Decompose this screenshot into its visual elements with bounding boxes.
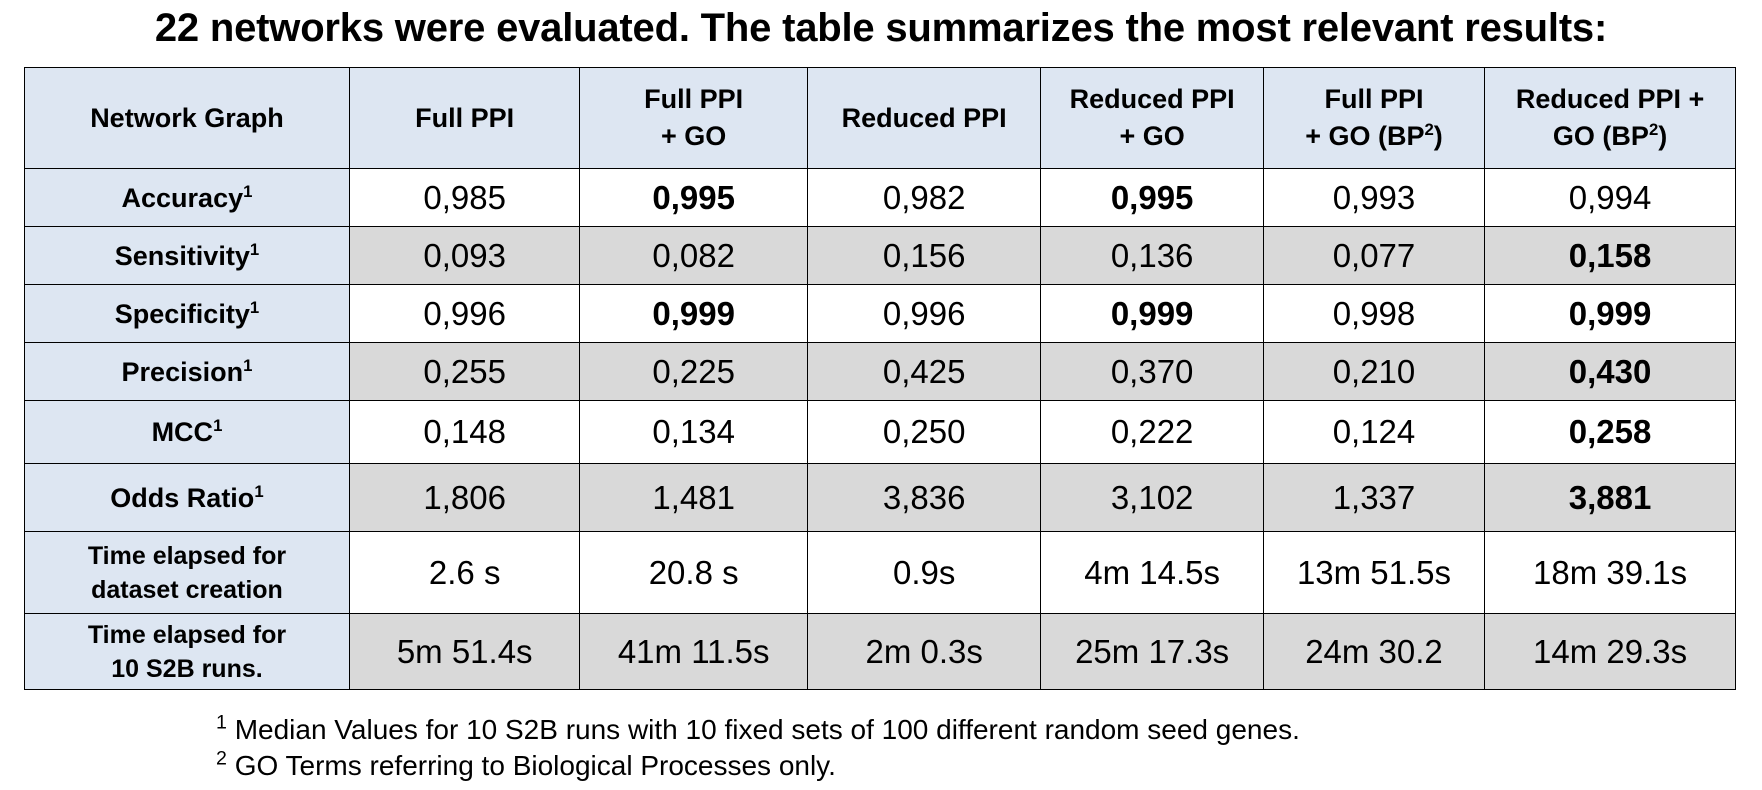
table-cell: 3,881 <box>1484 463 1736 532</box>
table-cell: 0,082 <box>579 226 808 285</box>
table-cell: 0,148 <box>348 400 581 464</box>
table-row: Time elapsed for dataset creation 2.6 s 20.… <box>24 531 1736 614</box>
table-cell: 0,430 <box>1484 342 1736 401</box>
footnotes: 1 Median Values for 10 S2B runs with 10 … <box>216 712 1300 784</box>
row-label: Time elapsed for 10 S2B runs. <box>24 613 350 690</box>
table-cell: 0,222 <box>1040 400 1264 464</box>
table-cell: 0,255 <box>348 342 581 401</box>
table-cell: 0,258 <box>1484 400 1736 464</box>
table-cell: 4m 14.5s <box>1040 531 1264 614</box>
table-cell: 3,102 <box>1040 463 1264 532</box>
table-cell: 0,134 <box>579 400 808 464</box>
table-cell: 13m 51.5s <box>1262 531 1486 614</box>
table-row: Odds Ratio1 1,806 1,481 3,836 3,102 1,337 3,88… <box>24 463 1736 532</box>
table-cell: 0,995 <box>1040 168 1264 227</box>
corner-header: Network Graph <box>24 67 350 169</box>
table-cell: 24m 30.2 <box>1262 613 1486 690</box>
header-row: Network Graph Full PPI Full PPI + GO Redu… <box>24 67 1736 169</box>
page-title: 22 networks were evaluated. The table su… <box>154 6 1608 50</box>
table-cell: 0,136 <box>1040 226 1264 285</box>
table-cell: 0,999 <box>579 284 808 343</box>
table-cell: 0,996 <box>348 284 581 343</box>
table-cell: 0,985 <box>348 168 581 227</box>
table-row: MCC1 0,148 0,134 0,250 0,222 0,124 0,258 <box>24 400 1736 464</box>
table-row: Specificity1 0,996 0,999 0,996 0,999 0,998 0,9… <box>24 284 1736 343</box>
table-cell: 0,999 <box>1040 284 1264 343</box>
table-cell: 0,999 <box>1484 284 1736 343</box>
table-cell: 0,998 <box>1262 284 1486 343</box>
table-cell: 0,250 <box>806 400 1042 464</box>
table-cell: 0,370 <box>1040 342 1264 401</box>
table-cell: 18m 39.1s <box>1484 531 1736 614</box>
table-cell: 0,425 <box>806 342 1042 401</box>
table-cell: 2m 0.3s <box>806 613 1042 690</box>
table-row: Precision1 0,255 0,225 0,425 0,370 0,210 0,430 <box>24 342 1736 401</box>
row-label: Sensitivity1 <box>24 226 350 285</box>
column-header: Full PPI + GO (BP2) <box>1262 67 1486 169</box>
table-cell: 0,982 <box>806 168 1042 227</box>
table-cell: 0,995 <box>579 168 808 227</box>
table-cell: 2.6 s <box>348 531 581 614</box>
table-cell: 0,994 <box>1484 168 1736 227</box>
table-cell: 0.9s <box>806 531 1042 614</box>
table-cell: 0,158 <box>1484 226 1736 285</box>
table-cell: 0,225 <box>579 342 808 401</box>
column-header: Reduced PPI <box>806 67 1042 169</box>
table-cell: 1,337 <box>1262 463 1486 532</box>
footnote: 1 Median Values for 10 S2B runs with 10 … <box>216 711 1300 745</box>
table-cell: 3,836 <box>806 463 1042 532</box>
row-label: Time elapsed for dataset creation <box>24 531 350 614</box>
table-cell: 0,993 <box>1262 168 1486 227</box>
table-cell: 0,996 <box>806 284 1042 343</box>
column-header: Full PPI + GO <box>579 67 808 169</box>
table-cell: 1,806 <box>348 463 581 532</box>
table-cell: 0,093 <box>348 226 581 285</box>
table-cell: 25m 17.3s <box>1040 613 1264 690</box>
table-cell: 0,210 <box>1262 342 1486 401</box>
table-cell: 20.8 s <box>579 531 808 614</box>
footnote: 2 GO Terms referring to Biological Proce… <box>216 747 836 781</box>
column-header: Full PPI <box>348 67 581 169</box>
table-cell: 41m 11.5s <box>579 613 808 690</box>
column-header: Reduced PPI + GO <box>1040 67 1264 169</box>
row-label: Precision1 <box>24 342 350 401</box>
table-cell: 0,124 <box>1262 400 1486 464</box>
table-body: Accuracy1 0,985 0,995 0,982 0,995 0,993 0,994 S… <box>24 168 1736 690</box>
table-cell: 14m 29.3s <box>1484 613 1736 690</box>
table-cell: 1,481 <box>579 463 808 532</box>
table-row: Time elapsed for 10 S2B runs. 5m 51.4s 41m … <box>24 613 1736 690</box>
column-header: Reduced PPI + GO (BP2) <box>1484 67 1736 169</box>
table-cell: 0,077 <box>1262 226 1486 285</box>
table-cell: 5m 51.4s <box>348 613 581 690</box>
row-label: MCC1 <box>24 400 350 464</box>
row-label: Specificity1 <box>24 284 350 343</box>
row-label: Odds Ratio1 <box>24 463 350 532</box>
row-label: Accuracy1 <box>24 168 350 227</box>
table-row: Sensitivity1 0,093 0,082 0,156 0,136 0,077 0,1… <box>24 226 1736 285</box>
table-row: Accuracy1 0,985 0,995 0,982 0,995 0,993 0,994 <box>24 168 1736 227</box>
results-table: Network Graph Full PPI Full PPI + GO Redu… <box>24 67 1736 690</box>
table-cell: 0,156 <box>806 226 1042 285</box>
